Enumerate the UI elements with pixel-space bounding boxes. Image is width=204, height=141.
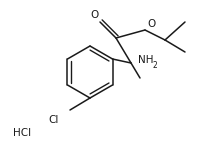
Text: 2: 2 (152, 60, 157, 70)
Text: Cl: Cl (49, 115, 59, 125)
Text: HCl: HCl (13, 128, 31, 138)
Text: NH: NH (137, 55, 153, 65)
Text: O: O (90, 10, 99, 20)
Text: O: O (147, 19, 155, 29)
